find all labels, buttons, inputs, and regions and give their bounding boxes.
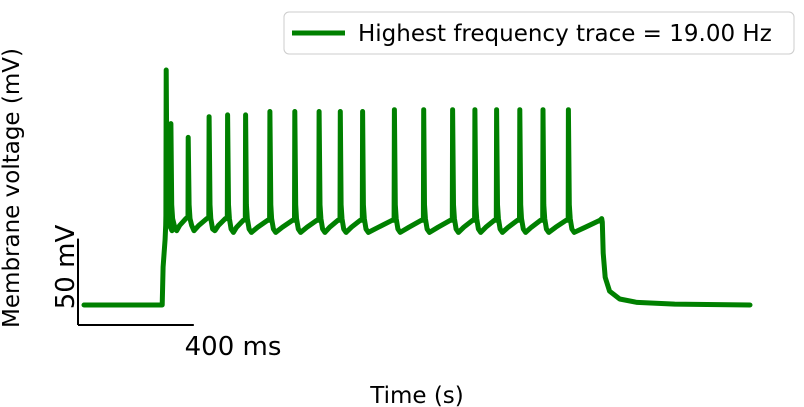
legend-entry-label: Highest frequency trace = 19.00 Hz xyxy=(358,21,772,47)
plot-area xyxy=(81,67,753,308)
time-scale-label: 400 ms xyxy=(185,332,282,362)
y-axis-label: Membrane voltage (mV) xyxy=(0,48,25,328)
voltage-scale-label: 50 mV xyxy=(51,225,81,310)
voltage-trace-line xyxy=(81,67,753,308)
scale-bars: 400 ms 50 mV xyxy=(51,225,281,362)
legend-box xyxy=(283,11,795,55)
x-axis-label: Time (s) xyxy=(369,383,464,407)
legend: Highest frequency trace = 19.00 Hz xyxy=(283,11,795,55)
